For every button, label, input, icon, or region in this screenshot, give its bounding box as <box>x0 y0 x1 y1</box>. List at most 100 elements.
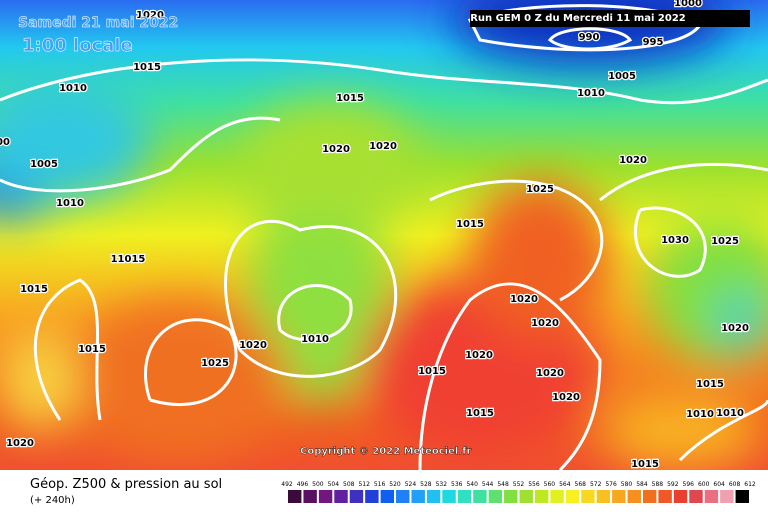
colorbar-swatch <box>534 490 549 503</box>
colorbar-label: 560 <box>544 481 556 488</box>
run-info: Run GEM 0 Z du Mercredi 11 mai 2022 <box>470 13 686 24</box>
isobar-label: 1020 <box>552 392 580 403</box>
isobar-label: 1020 <box>369 141 397 152</box>
isobar-label: 1010 <box>716 408 744 419</box>
colorbar-label: 516 <box>374 481 386 488</box>
colorbar-swatch <box>658 490 672 503</box>
colorbar-swatch <box>689 490 703 503</box>
isobar-label: 1020 <box>465 350 493 361</box>
colorbar-label: 500 <box>312 481 324 488</box>
isobar-label: 1020 <box>536 368 564 379</box>
isobar-label: 1020 <box>239 340 267 351</box>
isobar-label: 1005 <box>30 159 58 170</box>
isobar-label: 1010 <box>577 88 605 99</box>
isobar-label: 1000 <box>674 0 702 9</box>
colorbar-swatch <box>442 490 456 503</box>
isobar-label: 1025 <box>201 358 229 369</box>
colorbar-label: 572 <box>590 481 602 488</box>
colorbar-label: 580 <box>621 481 633 488</box>
colorbar-label: 608 <box>729 481 741 488</box>
colorbar-swatch <box>642 490 657 503</box>
colorbar-swatch <box>596 490 611 503</box>
isobar-label: 11015 <box>111 254 146 265</box>
colorbar-swatch <box>581 490 595 503</box>
isobar-label: 1020 <box>6 438 34 449</box>
isobar-label: 1030 <box>661 235 689 246</box>
colorbar-label: 576 <box>605 481 617 488</box>
colorbar-swatch <box>349 490 364 503</box>
colorbar-swatch <box>457 490 472 503</box>
colorbar-swatch <box>735 490 749 503</box>
date: Samedi 21 mai 2022 <box>18 15 178 31</box>
colorbar-label: 600 <box>698 481 710 488</box>
isobar-label: 1015 <box>336 93 364 104</box>
colorbar-label: 528 <box>420 481 432 488</box>
isobar-label: 1025 <box>711 236 739 247</box>
legend-lead: (+ 240h) <box>30 495 75 506</box>
isobar-label: 1015 <box>466 408 494 419</box>
colorbar-swatch <box>288 490 302 503</box>
colorbar-label: 564 <box>559 481 571 488</box>
isobar-label: 1015 <box>631 459 659 470</box>
colorbar-label: 552 <box>513 481 525 488</box>
colorbar-label: 492 <box>281 481 293 488</box>
isobar-label: 1020 <box>136 10 164 21</box>
colorbar-swatch <box>704 490 719 503</box>
colorbar-swatch <box>473 490 487 503</box>
isobar-label: 1015 <box>696 379 724 390</box>
isobar-label: 1010 <box>301 334 329 345</box>
colorbar-swatch <box>303 490 317 503</box>
colorbar-label: 604 <box>713 481 725 488</box>
colorbar-swatch <box>426 490 441 503</box>
colorbar-swatch <box>318 490 333 503</box>
time: 1:00 locale <box>22 35 133 56</box>
colorbar-label: 524 <box>405 481 417 488</box>
colorbar-swatch <box>411 490 425 503</box>
isobar-label: 1010 <box>686 409 714 420</box>
legend-title: Géop. Z500 & pression au sol <box>30 477 222 492</box>
isobar-label: 1000 <box>0 137 10 148</box>
colorbar-swatch <box>720 490 734 503</box>
isobar-label: 1020 <box>322 144 350 155</box>
colorbar-swatch <box>612 490 626 503</box>
map-field: 1015101010001005101010151020102099099510… <box>0 0 768 470</box>
colorbar-label: 504 <box>328 481 340 488</box>
isobar-label: 1010 <box>56 198 84 209</box>
colorbar-swatch <box>519 490 533 503</box>
colorbar-label: 544 <box>482 481 494 488</box>
run-box <box>470 10 750 27</box>
isobar-label: 1010 <box>59 83 87 94</box>
colorbar-label: 548 <box>497 481 509 488</box>
colorbar-swatch <box>334 490 348 503</box>
isobar-label: 995 <box>643 37 664 48</box>
isobar-label: 1020 <box>510 294 538 305</box>
colorbar-swatch <box>627 490 641 503</box>
isobar-label: 1020 <box>721 323 749 334</box>
colorbar-swatch <box>550 490 564 503</box>
colorbar-swatch <box>488 490 503 503</box>
colorbar-swatch <box>396 490 410 503</box>
isobar-label: 990 <box>579 32 600 43</box>
colorbar-label: 540 <box>466 481 478 488</box>
isobars <box>0 4 768 470</box>
isobar-label: 1015 <box>133 62 161 73</box>
isobar-label: 1005 <box>608 71 636 82</box>
colorbar-swatch <box>380 490 395 503</box>
copyright: Copyright © 2022 Meteociel.fr <box>300 446 471 457</box>
colorbar-swatch <box>565 490 580 503</box>
colorbar-label: 536 <box>451 481 463 488</box>
colorbar-swatch <box>673 490 688 503</box>
colorbar-label: 612 <box>744 481 756 488</box>
colorbar-label: 512 <box>358 481 370 488</box>
isobar-label: 1015 <box>78 344 106 355</box>
isobar-label: 1020 <box>531 318 559 329</box>
isobar-label: 1025 <box>526 184 554 195</box>
colorbar-label: 596 <box>683 481 695 488</box>
isobar-label: 1015 <box>456 219 484 230</box>
colorbar-label: 556 <box>528 481 540 488</box>
colorbar-swatch <box>365 490 379 503</box>
isobar-label: 1015 <box>418 366 446 377</box>
colorbar-label: 592 <box>667 481 679 488</box>
colorbar-label: 588 <box>652 481 664 488</box>
